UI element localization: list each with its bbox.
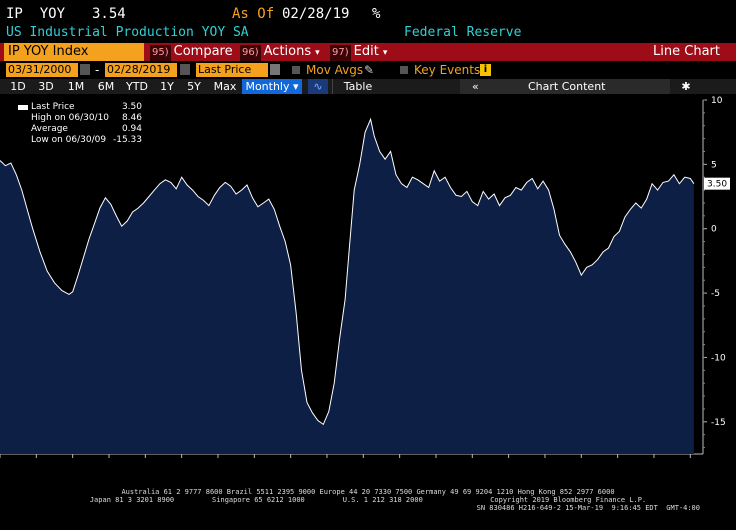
chevron-down-icon: ▾ [293, 80, 299, 93]
compare-label: Compare [173, 44, 233, 59]
range-3d[interactable]: 3D [38, 80, 54, 93]
legend-value: 0.94 [121, 124, 142, 134]
last-value-text: 3.50 [707, 180, 727, 190]
chart-type-label: Line Chart [653, 44, 720, 59]
range-bar: 1D 3D 1M 6M YTD 1Y 5Y Max Monthly ▾ ∿ Ta… [0, 79, 736, 94]
y-tick-label: 10 [711, 96, 723, 106]
footer-contacts: Australia 61 2 9777 8600 Brazil 5511 239… [121, 488, 615, 496]
legend-row-average: Average 0.94 [15, 124, 145, 135]
chevron-down-icon: ▾ [382, 48, 388, 58]
date-dash: - [95, 63, 100, 77]
legend-value: 8.46 [121, 113, 142, 123]
chart-content-label: Chart Content [528, 80, 606, 93]
y-tick-label: -5 [711, 289, 720, 299]
series-description: US Industrial Production YOY SA Federal … [6, 25, 730, 41]
last-value-box [704, 177, 730, 190]
y-tick-label: 5 [711, 160, 717, 170]
chevron-down-icon: ▾ [315, 48, 320, 58]
key-events-checkbox[interactable] [400, 66, 408, 74]
range-1d[interactable]: 1D [10, 80, 26, 93]
series-area [0, 119, 694, 455]
range-1y[interactable]: 1Y [160, 80, 174, 93]
key-events-label: Key Events [414, 63, 481, 77]
legend-swatch [18, 105, 28, 110]
range-max[interactable]: Max [213, 80, 237, 93]
chevron-down-icon[interactable] [270, 64, 280, 75]
chart-legend: Last Price 3.50 High on 06/30/10 8.46 Av… [15, 102, 145, 152]
gear-icon[interactable]: ✱ [681, 80, 691, 93]
legend-row-last: Last Price 3.50 [15, 102, 145, 113]
legend-label: Low on 06/30/09 [31, 135, 107, 145]
frequency-select[interactable]: Monthly ▾ [242, 79, 302, 94]
last-value-marker: 3.50 [704, 177, 730, 190]
legend-label: Average [31, 124, 68, 134]
last-value: 3.54 [92, 6, 126, 22]
options-bar: 03/31/2000 - 02/28/2019 Last Price Mov A… [0, 62, 736, 78]
y-tick-label: 0 [711, 225, 717, 235]
x-axis: 2000200120022003200420052006200720082009… [0, 454, 691, 458]
actions-button[interactable]: 96) Actions ▾ [240, 44, 320, 61]
line-chart: 10 5 0 -5 -10 -15 200020012002200320042005200… [0, 96, 730, 458]
percent-sign: % [372, 6, 381, 22]
function-toolbar: IP YOY Index 95) Compare 96) Actions ▾ 97) E… [0, 43, 736, 61]
legend-label: High on 06/30/10 [31, 113, 110, 123]
edit-number: 97) [330, 45, 351, 61]
mov-avgs-label: Mov Avgs [306, 63, 364, 77]
info-icon[interactable]: i [480, 64, 491, 76]
compare-number: 95) [150, 45, 171, 61]
legend-value: -15.33 [112, 135, 142, 145]
frequency-label: Monthly [245, 80, 290, 93]
actions-label: Actions [263, 44, 312, 59]
series-name: US Industrial Production YOY SA [6, 25, 249, 40]
line-chart-icon[interactable]: ∿ [308, 79, 328, 94]
range-ytd[interactable]: YTD [126, 80, 148, 93]
y-axis: 10 5 0 -5 -10 -15 [703, 96, 726, 449]
legend-row-low: Low on 06/30/09 -15.33 [15, 135, 145, 146]
as-of-date: 02/28/19 [282, 6, 350, 22]
range-1m[interactable]: 1M [67, 80, 85, 93]
start-date-field[interactable]: 03/31/2000 [6, 63, 78, 77]
table-button[interactable]: Table [332, 79, 383, 94]
calendar-icon[interactable] [180, 64, 190, 75]
actions-number: 96) [240, 45, 261, 61]
edit-button[interactable]: 97) Edit ▾ [330, 44, 388, 61]
series-line [0, 117, 695, 426]
source-name: Federal Reserve [404, 25, 522, 40]
edit-label: Edit [353, 44, 379, 59]
range-6m[interactable]: 6M [97, 80, 115, 93]
end-date-field[interactable]: 02/28/2019 [105, 63, 177, 77]
pencil-icon[interactable]: ✎ [364, 63, 375, 77]
footer-serial: SN 830486 H216-649-2 15-Mar-19 9:16:45 E… [476, 504, 700, 512]
legend-value: 3.50 [121, 102, 142, 112]
as-of-label: As Of [232, 6, 275, 22]
collapse-icon[interactable]: « [472, 80, 479, 93]
price-field-select[interactable]: Last Price [196, 63, 268, 77]
security-header: IP YOY 3.54 As Of 02/28/19 % [6, 6, 730, 24]
chart-content-panel[interactable]: « Chart Content [460, 79, 670, 94]
y-tick-label: -15 [711, 418, 726, 428]
legend-label: Last Price [31, 102, 75, 112]
mov-avgs-checkbox[interactable] [292, 66, 300, 74]
ticker-short: IP YOY [6, 6, 66, 22]
y-tick-label: -10 [711, 353, 726, 363]
range-5y[interactable]: 5Y [187, 80, 201, 93]
ticker-field[interactable]: IP YOY Index [4, 43, 144, 61]
legend-row-high: High on 06/30/10 8.46 [15, 113, 145, 124]
calendar-icon[interactable] [80, 64, 90, 75]
footer-contacts-2: Japan 81 3 3201 8900 Singapore 65 6212 1… [89, 496, 647, 504]
compare-button[interactable]: 95) Compare [150, 44, 233, 61]
